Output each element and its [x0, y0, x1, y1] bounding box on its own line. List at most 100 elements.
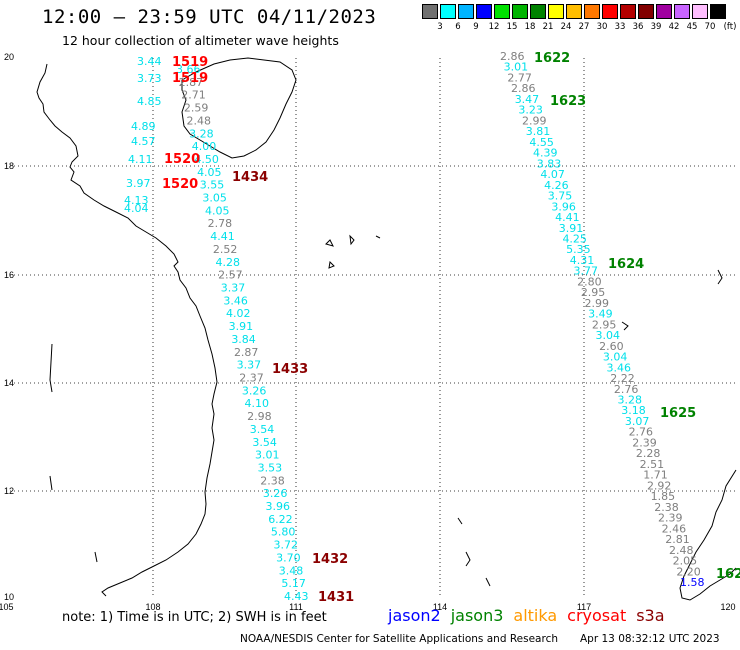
wave-height-value: 3.01: [255, 449, 280, 462]
wave-height-value: 1.58: [680, 576, 705, 589]
wave-height-value: 2.48: [669, 544, 694, 557]
wave-height-value: 4.55: [529, 136, 554, 149]
islet: [457, 517, 463, 525]
wave-height-value: 5.80: [271, 526, 296, 539]
legend-label: 42: [668, 22, 680, 32]
credit-date: Apr 13 08:32:12 UTC 2023: [580, 633, 720, 645]
wave-height-value: 4.89: [131, 120, 156, 133]
mission-label: jason3: [450, 606, 504, 625]
wave-height-value: 4.50: [194, 153, 219, 166]
wave-height-value: 4.02: [226, 307, 251, 320]
legend-swatch: [638, 4, 654, 19]
wave-height-value: 3.70: [276, 551, 301, 564]
islet: [49, 343, 53, 393]
wave-height-value: 3.23: [518, 104, 543, 117]
wave-height-value: 4.26: [544, 179, 569, 192]
coastline: [36, 57, 737, 601]
islet: [485, 577, 491, 587]
pass-time-label: 1622: [534, 51, 570, 66]
mission-legend: jason2 jason3 altika cryosat s3a: [388, 606, 675, 625]
wave-height-value: 4.05: [197, 166, 222, 179]
credit-center: NOAA/NESDIS Center for Satellite Applica…: [240, 633, 558, 645]
wave-height-value: 2.38: [260, 474, 285, 487]
latitude-label: 12: [4, 486, 14, 496]
pass-time-label: 1625: [660, 406, 696, 421]
wave-height-value: 2.87: [179, 76, 204, 89]
wave-height-value: 5.17: [281, 577, 306, 590]
legend-swatch: [710, 4, 726, 19]
wave-height-value: 3.73: [137, 72, 162, 85]
wave-height-value: 3.28: [189, 127, 214, 140]
wave-height-value: 2.80: [577, 275, 602, 288]
longitude-label: 105: [0, 602, 14, 612]
mission-label: jason2: [388, 606, 441, 625]
wave-height-value: 4.57: [131, 135, 156, 148]
wave-height-value: 3.66: [176, 63, 201, 76]
longitude-label: 108: [145, 602, 160, 612]
pass-time-label: 1520: [164, 152, 200, 167]
wave-height-value: 3.18: [621, 404, 646, 417]
legend-swatch: [620, 4, 636, 19]
islet: [717, 269, 723, 285]
legend-swatch: [584, 4, 600, 19]
wave-height-value: 4.07: [540, 168, 565, 181]
wave-height-value: 2.39: [658, 512, 683, 525]
wave-height-value: 2.81: [665, 533, 690, 546]
wave-height-value: 3.97: [126, 177, 151, 190]
longitude-label: 111: [289, 602, 303, 612]
wave-height-value: 3.91: [229, 320, 254, 333]
legend-swatch: [530, 4, 546, 19]
longitude-label: 114: [433, 602, 447, 612]
wave-height-value: 2.71: [181, 89, 206, 102]
legend-swatch: [674, 4, 690, 19]
legend-label: 15: [506, 22, 518, 32]
mission-label: cryosat: [567, 606, 627, 625]
wave-height-value: 3.84: [231, 333, 256, 346]
wave-height-value: 4.10: [244, 397, 268, 410]
wave-height-value: 2.59: [184, 102, 209, 115]
wave-height-value: 3.91: [559, 222, 584, 235]
wave-height-value: 2.99: [522, 114, 547, 127]
wave-height-value: 3.46: [223, 294, 248, 307]
wave-observations: 3.44 3.73 4.85 4.89 4.57 4.11 3.97 4.134.04 3.66…: [124, 50, 705, 603]
legend-label: 18: [524, 22, 536, 32]
wave-height-value: 3.77: [573, 265, 598, 278]
wave-height-value: 2.60: [599, 340, 624, 353]
wave-height-value: 4.39: [533, 147, 558, 160]
wave-height-value: 2.78: [208, 217, 233, 230]
wave-height-value: 3.28: [618, 394, 643, 407]
legend-swatch: [548, 4, 564, 19]
axis-labels: 105 108 111 114 117 120 20 18 16 14 12 10: [0, 52, 736, 612]
wave-height-value: 3.49: [588, 308, 613, 321]
wave-height-value: 3.72: [273, 539, 298, 552]
wave-height-value: 2.57: [218, 269, 243, 282]
wave-height-value: 2.92: [647, 479, 672, 492]
wave-height-value: 4.00: [192, 140, 217, 153]
legend-label: 3: [437, 22, 443, 32]
pass-time-label: 1432: [312, 552, 348, 567]
wave-height-value: 4.41: [555, 211, 580, 224]
islet: [325, 239, 334, 247]
wave-height-value: 2.38: [654, 501, 679, 514]
legend-label: 45: [686, 22, 698, 32]
wave-height-value: 3.07: [625, 415, 650, 428]
wave-height-value: 3.05: [202, 192, 227, 205]
islet: [94, 551, 98, 563]
wave-height-value: 2.20: [676, 565, 701, 578]
wave-height-value: 3.37: [221, 282, 246, 295]
wave-height-value: 1.85: [651, 490, 676, 503]
islet: [49, 475, 53, 491]
wave-height-value: 2.86: [511, 82, 535, 95]
wave-height-value: 2.46: [662, 522, 687, 535]
wave-height-value: 2.51: [640, 458, 665, 471]
wave-height-value: 2.76: [629, 426, 654, 439]
wave-height-value: 3.46: [607, 361, 632, 374]
latitude-label: 10: [4, 592, 14, 602]
wave-height-value: 3.47: [515, 93, 540, 106]
wave-height-value: 2.86: [500, 50, 525, 63]
wave-height-value: 3.26: [242, 384, 266, 397]
wave-height-value: 3.54: [250, 423, 275, 436]
lat-lon-grid: [6, 58, 736, 596]
